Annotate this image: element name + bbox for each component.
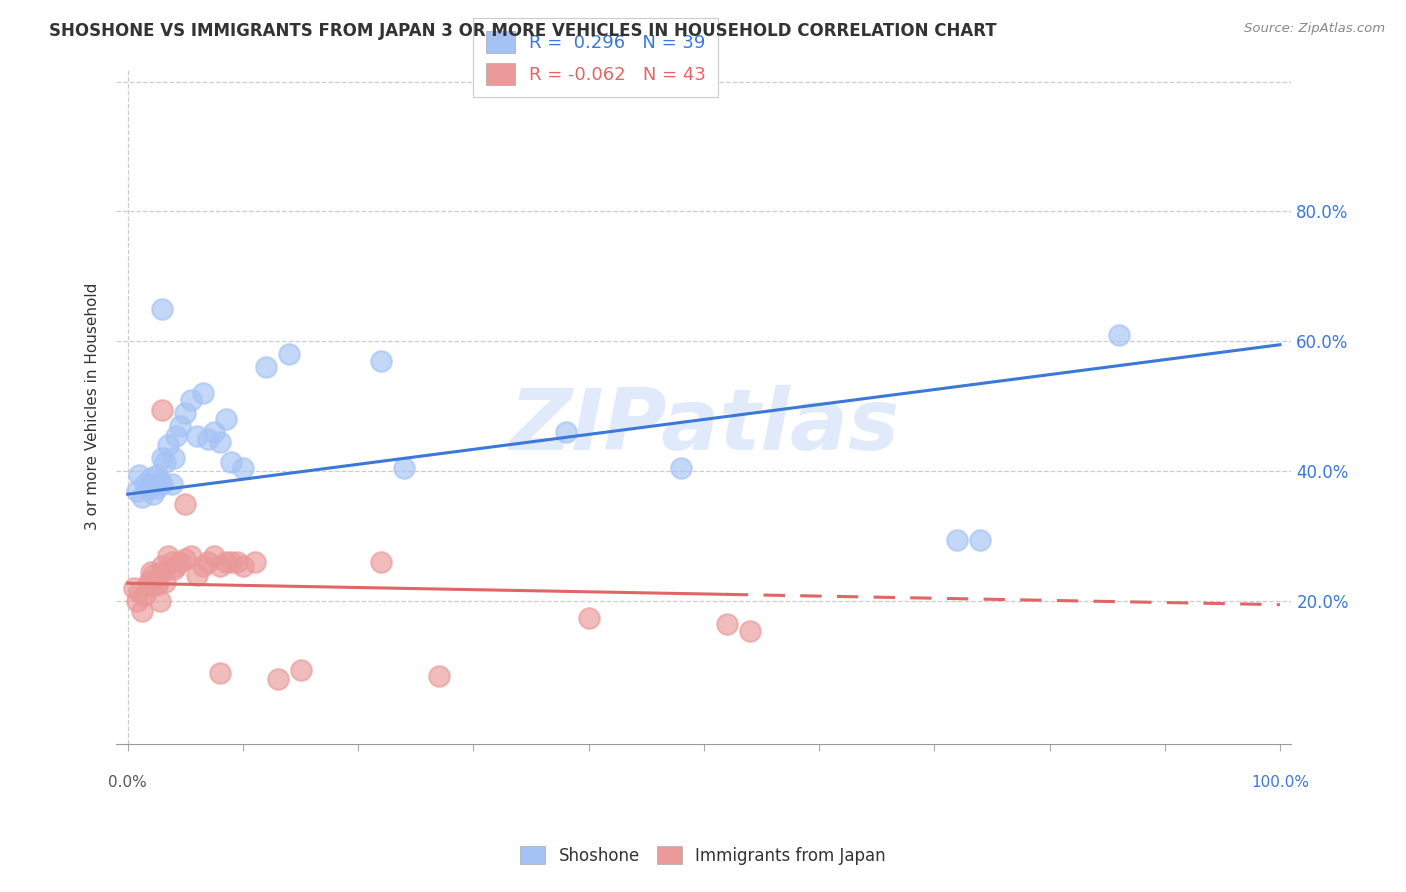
Point	[145, 467, 167, 482]
Point	[125, 594, 148, 608]
Point	[139, 477, 162, 491]
Point	[139, 565, 162, 579]
Point	[153, 574, 176, 589]
Point	[157, 549, 180, 563]
Point	[290, 663, 312, 677]
Point	[131, 604, 153, 618]
Point	[946, 533, 969, 547]
Point	[165, 558, 187, 573]
Point	[142, 487, 165, 501]
Point	[150, 402, 173, 417]
Point	[142, 568, 165, 582]
Point	[969, 533, 991, 547]
Point	[394, 461, 416, 475]
Point	[254, 360, 277, 375]
Point	[174, 552, 197, 566]
Point	[208, 665, 231, 680]
Point	[578, 610, 600, 624]
Text: 100.0%: 100.0%	[1251, 775, 1309, 790]
Point	[169, 556, 191, 570]
Point	[128, 467, 150, 482]
Text: ZIPatlas: ZIPatlas	[509, 385, 898, 468]
Point	[125, 483, 148, 498]
Point	[157, 438, 180, 452]
Point	[215, 556, 238, 570]
Point	[370, 556, 392, 570]
Y-axis label: 3 or more Vehicles in Household: 3 or more Vehicles in Household	[86, 283, 100, 530]
Point	[145, 481, 167, 495]
Point	[174, 497, 197, 511]
Point	[149, 594, 172, 608]
Point	[138, 578, 160, 592]
Point	[134, 588, 156, 602]
Point	[180, 549, 202, 563]
Legend: Shoshone, Immigrants from Japan: Shoshone, Immigrants from Japan	[512, 838, 894, 873]
Point	[186, 428, 208, 442]
Point	[128, 584, 150, 599]
Point	[191, 558, 214, 573]
Point	[554, 425, 576, 440]
Point	[208, 435, 231, 450]
Point	[669, 461, 692, 475]
Point	[180, 392, 202, 407]
Point	[716, 617, 738, 632]
Point	[221, 556, 243, 570]
Point	[150, 565, 173, 579]
Point	[208, 558, 231, 573]
Point	[150, 477, 173, 491]
Point	[139, 471, 162, 485]
Point	[232, 558, 254, 573]
Point	[174, 406, 197, 420]
Point	[165, 428, 187, 442]
Point	[150, 451, 173, 466]
Point	[427, 669, 450, 683]
Point	[150, 301, 173, 316]
Text: SHOSHONE VS IMMIGRANTS FROM JAPAN 3 OR MORE VEHICLES IN HOUSEHOLD CORRELATION CH: SHOSHONE VS IMMIGRANTS FROM JAPAN 3 OR M…	[49, 22, 997, 40]
Point	[202, 549, 225, 563]
Point	[186, 568, 208, 582]
Point	[232, 461, 254, 475]
Point	[202, 425, 225, 440]
Text: 0.0%: 0.0%	[108, 775, 148, 790]
Point	[738, 624, 761, 638]
Point	[370, 354, 392, 368]
Point	[134, 477, 156, 491]
Point	[197, 432, 219, 446]
Point	[163, 451, 186, 466]
Point	[153, 455, 176, 469]
Point	[243, 556, 266, 570]
Text: Source: ZipAtlas.com: Source: ZipAtlas.com	[1244, 22, 1385, 36]
Point	[191, 386, 214, 401]
Point	[150, 558, 173, 573]
Point	[139, 578, 162, 592]
Point	[160, 477, 183, 491]
Point	[266, 673, 288, 687]
Point	[226, 556, 249, 570]
Point	[160, 556, 183, 570]
Point	[131, 491, 153, 505]
Point	[278, 347, 301, 361]
Point	[215, 412, 238, 426]
Point	[1108, 328, 1130, 343]
Point	[163, 562, 186, 576]
Point	[138, 574, 160, 589]
Point	[169, 419, 191, 434]
Point	[149, 474, 172, 488]
Point	[221, 455, 243, 469]
Point	[197, 556, 219, 570]
Point	[138, 481, 160, 495]
Point	[145, 578, 167, 592]
Point	[145, 574, 167, 589]
Point	[122, 582, 145, 596]
